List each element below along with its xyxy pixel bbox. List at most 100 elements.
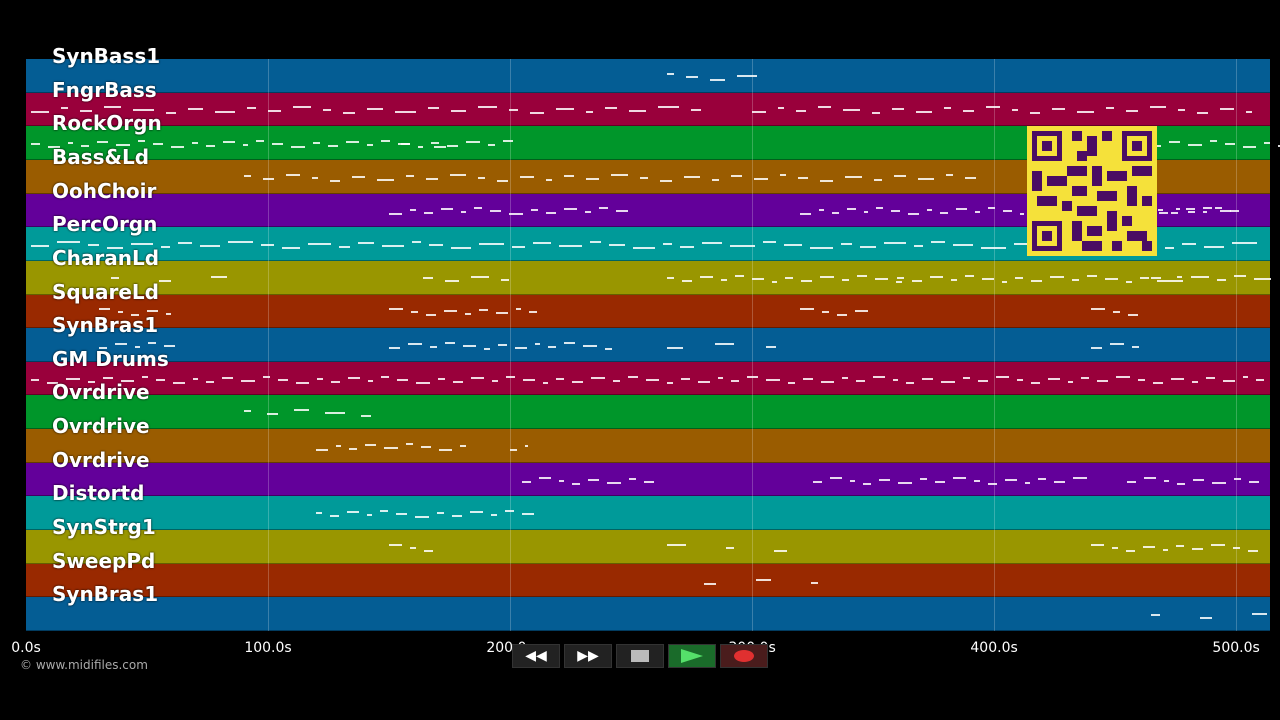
note	[1177, 275, 1183, 278]
note	[1246, 111, 1253, 114]
note	[67, 142, 73, 145]
note	[818, 106, 832, 109]
transport-controls: ◀◀ ▶▶	[512, 644, 768, 669]
note	[780, 173, 787, 176]
qr-code-graphic	[1027, 126, 1157, 256]
note	[876, 207, 883, 210]
note	[152, 143, 163, 146]
note	[811, 581, 819, 584]
note	[907, 213, 919, 216]
note	[330, 515, 340, 518]
note	[752, 277, 765, 280]
note	[1205, 376, 1215, 379]
note	[585, 177, 599, 180]
note	[424, 212, 434, 215]
note	[892, 108, 905, 111]
note	[913, 245, 923, 248]
note	[1210, 140, 1217, 143]
rewind-button[interactable]: ◀◀	[512, 644, 560, 668]
note	[1111, 546, 1118, 549]
note	[243, 174, 251, 177]
track-label: Distortd	[52, 481, 145, 506]
note	[657, 106, 679, 109]
rewind-icon: ◀◀	[525, 648, 547, 664]
note	[1151, 276, 1162, 279]
note	[796, 110, 807, 113]
note	[411, 241, 421, 244]
note	[812, 480, 822, 483]
note	[434, 146, 447, 149]
note	[131, 314, 140, 317]
note	[512, 246, 525, 249]
note	[490, 210, 502, 213]
note	[1170, 212, 1178, 215]
note	[1188, 144, 1202, 147]
note	[115, 343, 127, 345]
note	[330, 179, 340, 182]
note	[611, 173, 628, 176]
note	[510, 448, 518, 451]
note	[148, 342, 157, 344]
note	[1090, 543, 1104, 546]
note	[884, 242, 906, 245]
note	[1251, 613, 1268, 616]
note	[498, 344, 508, 346]
note	[205, 380, 214, 383]
note	[753, 177, 769, 180]
note	[30, 378, 39, 381]
note	[667, 276, 675, 279]
note	[408, 343, 423, 345]
note	[266, 413, 278, 416]
note	[857, 274, 868, 277]
note	[890, 210, 900, 213]
note	[452, 380, 463, 383]
note	[47, 146, 60, 149]
note	[30, 143, 40, 146]
track-label: PercOrgn	[52, 212, 158, 237]
note	[639, 176, 649, 179]
note	[80, 110, 93, 113]
note	[1243, 146, 1256, 149]
note	[290, 146, 305, 149]
note	[384, 446, 399, 449]
note	[629, 477, 637, 480]
note	[522, 480, 532, 483]
note	[98, 347, 108, 349]
record-button[interactable]	[720, 644, 768, 668]
note	[451, 247, 472, 250]
note	[973, 479, 980, 482]
note	[98, 308, 110, 311]
note	[1012, 109, 1019, 112]
note	[977, 379, 988, 382]
note	[509, 109, 519, 112]
note	[525, 444, 529, 447]
note	[845, 175, 862, 178]
play-button[interactable]	[668, 644, 716, 668]
note	[1150, 106, 1167, 109]
note	[1232, 546, 1240, 549]
note	[159, 279, 172, 282]
note	[102, 376, 113, 379]
note	[765, 378, 780, 381]
fast-forward-button[interactable]: ▶▶	[564, 644, 612, 668]
note	[271, 143, 283, 146]
note	[1255, 378, 1264, 381]
note	[141, 375, 148, 378]
note	[1137, 378, 1145, 381]
note	[546, 212, 557, 215]
note	[395, 111, 417, 114]
qr-code	[1027, 126, 1157, 256]
note	[702, 242, 723, 245]
track-row	[26, 429, 1270, 463]
note	[215, 111, 235, 114]
note	[1125, 549, 1135, 552]
note	[667, 72, 675, 75]
note	[170, 146, 184, 149]
note	[336, 444, 342, 447]
note	[367, 379, 373, 382]
note	[1152, 381, 1163, 384]
stop-button[interactable]	[616, 644, 664, 668]
note	[406, 442, 414, 445]
note	[690, 109, 702, 112]
note	[1254, 277, 1272, 280]
